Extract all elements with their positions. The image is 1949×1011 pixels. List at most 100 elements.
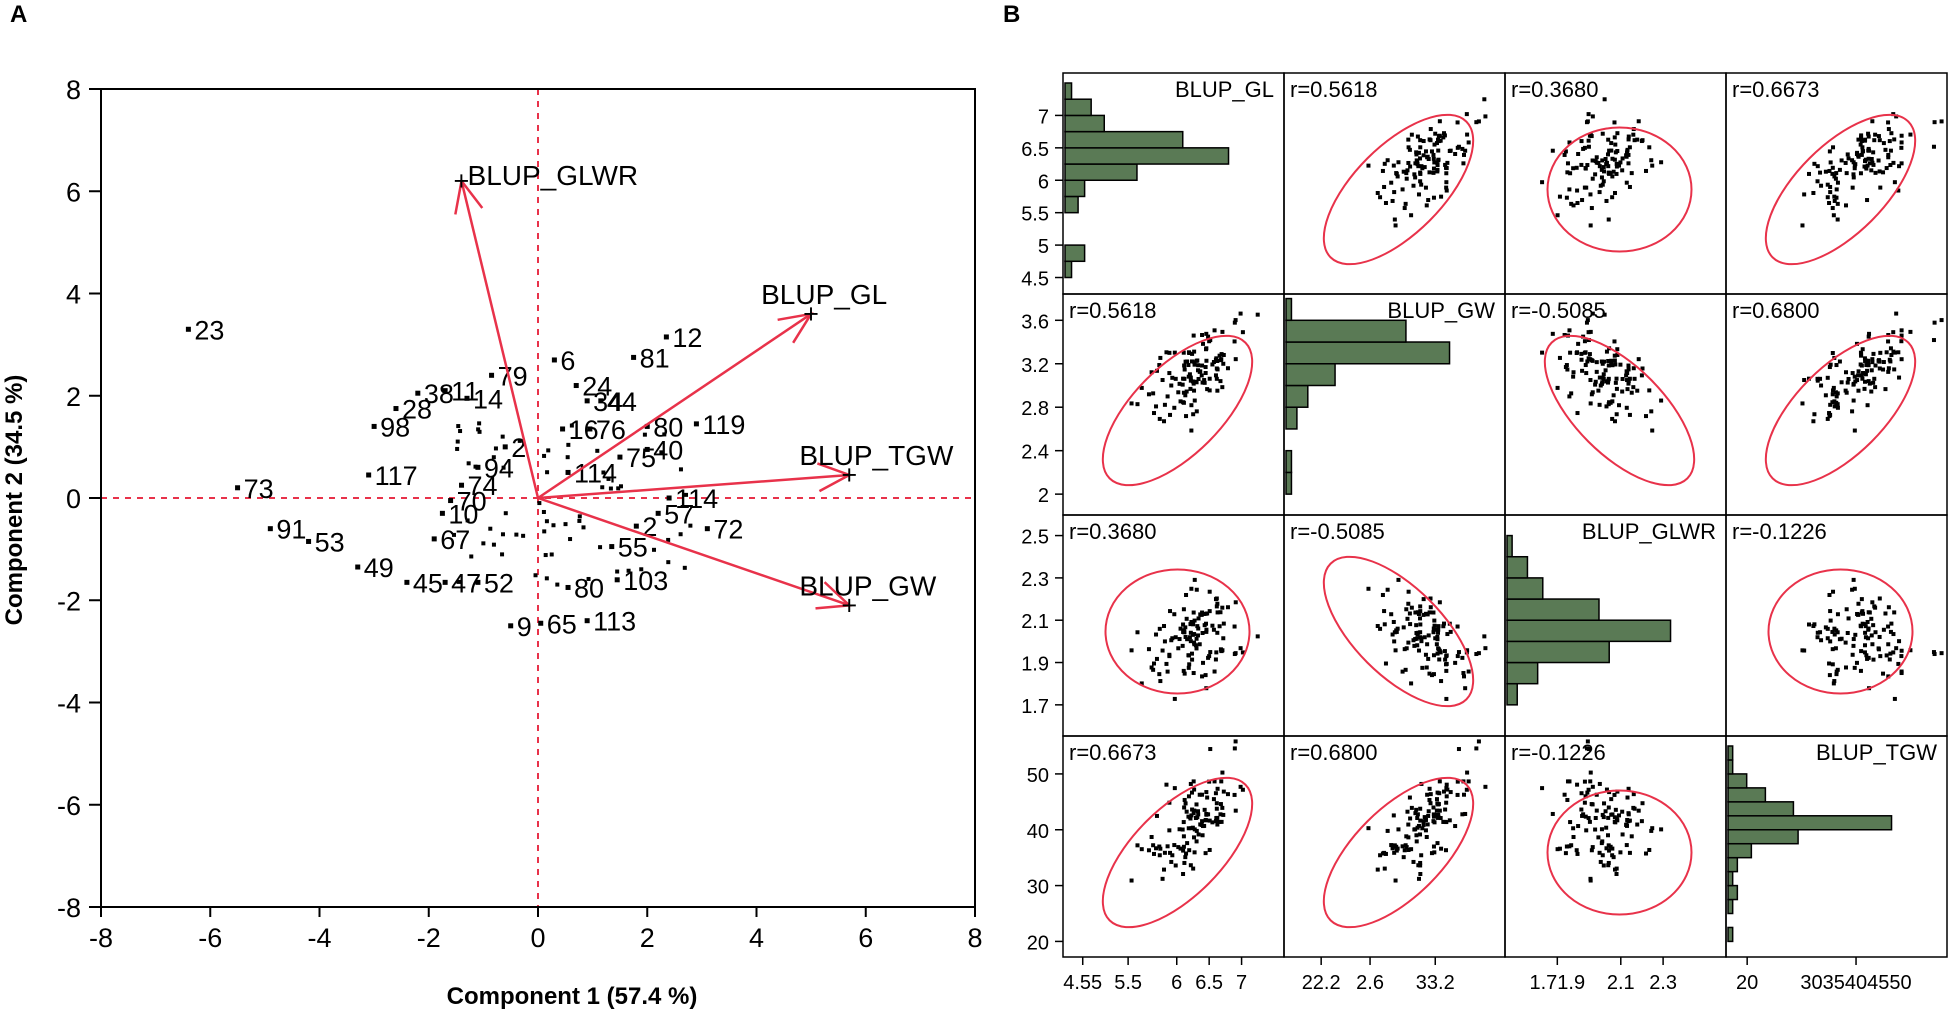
matrix-scatter-point [1436,137,1441,142]
matrix-scatter-point [1218,812,1223,817]
matrix-scatter-point [1167,800,1172,805]
matrix-scatter-point [1385,158,1390,163]
matrix-scatter-point [1220,605,1225,610]
matrix-scatter-point [1613,820,1618,825]
matrix-scatter-point [1613,380,1618,385]
matrix-scatter-point [1863,372,1868,377]
biplot-point-label: 34 [593,387,623,417]
matrix-scatter-point [1441,135,1446,140]
matrix-scatter-point [1540,180,1545,185]
biplot-cloud-point [577,518,582,523]
matrix-scatter-point [1181,607,1186,612]
matrix-scatter-point [1404,646,1409,651]
correlation-label: r=-0.1226 [1732,519,1827,544]
matrix-scatter-point [1192,618,1197,623]
matrix-scatter-point [1169,638,1174,643]
biplot-cloud-point [455,439,460,444]
matrix-scatter-point [1866,358,1871,363]
matrix-scatter-point [1871,623,1876,628]
biplot-cloud-point [688,523,693,528]
matrix-scatter-point [1604,825,1609,830]
matrix-scatter-point [1418,604,1423,609]
matrix-scatter-point [1176,646,1181,651]
matrix-scatter-point [1593,379,1598,384]
matrix-scatter-point [1413,161,1418,166]
matrix-scatter-point [1429,149,1434,154]
matrix-scatter-point [1225,605,1230,610]
loading-arrow-blup_gw [537,496,850,607]
matrix-scatter-point [1380,851,1385,856]
matrix-cell-r2-c1: r=0.5618 [1062,293,1285,516]
matrix-scatter-point [1833,390,1838,395]
histogram-bar [1727,773,1748,789]
matrix-scatter-point [1375,867,1380,872]
matrix-scatter-point [1597,190,1602,195]
matrix-scatter-point [1565,797,1570,802]
matrix-scatter-point [1378,626,1383,631]
matrix-scatter-point [1601,372,1606,377]
biplot-cloud-point [476,427,481,432]
biplot-point [393,406,399,412]
matrix-scatter-point [1830,392,1835,397]
matrix-scatter-point [1877,634,1882,639]
matrix-scatter-point [1192,850,1197,855]
matrix-scatter-point [1620,168,1625,173]
matrix-scatter-point [1183,801,1188,806]
matrix-scatter-point [1629,390,1634,395]
biplot-point-label: 65 [547,609,577,639]
matrix-scatter-point [1464,112,1469,117]
matrix-scatter-point [1173,376,1178,381]
biplot-cloud-point [491,455,496,460]
histogram-title: BLUP_GW [1387,298,1495,323]
matrix-scatter-point [1618,160,1623,165]
matrix-scatter-point [1812,412,1817,417]
matrix-scatter-point [1865,403,1870,408]
matrix-scatter-point [1583,363,1588,368]
matrix-scatter-point [1409,132,1414,137]
matrix-scatter-point [1557,194,1562,199]
matrix-scatter-point [1188,816,1193,821]
biplot-point-label: 28 [402,395,432,425]
histogram-bar [1506,577,1544,600]
matrix-scatter-point [1846,376,1851,381]
matrix-scatter-point [1626,812,1631,817]
matrix-scatter-point [1833,176,1838,181]
matrix-scatter-point [1582,800,1587,805]
matrix-scatter-point [1843,640,1848,645]
matrix-scatter-point [1899,161,1904,166]
matrix-scatter-point [1586,112,1591,117]
biplot-point [655,510,661,516]
matrix-scatter-point [1207,388,1212,393]
matrix-scatter-point [1878,350,1883,355]
matrix-scatter-point [1567,844,1572,849]
matrix-scatter-point [1811,190,1816,195]
matrix-scatter-point [1615,347,1620,352]
biplot-point [489,372,495,378]
matrix-scatter-point [1474,746,1479,751]
matrix-scatter-point [1191,779,1196,784]
matrix-scatter-point [1152,661,1157,666]
matrix-scatter-point [1811,419,1816,424]
matrix-scatter-point [1164,661,1169,666]
matrix-scatter-point [1863,159,1868,164]
matrix-scatter-point [1827,168,1832,173]
matrix-scatter-point [1408,816,1413,821]
matrix-scatter-point [1215,610,1220,615]
biplot-point [431,536,437,542]
biplot-plot-frame [100,88,976,908]
matrix-scatter-point [1204,331,1209,336]
matrix-scatter-point [1550,331,1555,336]
matrix-scatter-point [1154,404,1159,409]
matrix-scatter-point [1429,673,1434,678]
loading-label-blup_gw: + [841,590,857,620]
confidence-ellipse [1101,776,1254,929]
matrix-scatter-point [1647,847,1652,852]
biplot-point [459,482,465,488]
matrix-scatter-point [1210,623,1215,628]
matrix-scatter-point [1624,373,1629,378]
biplot-cloud-point [542,529,547,534]
matrix-scatter-point [1589,206,1594,211]
matrix-scatter-point [1575,411,1580,416]
matrix-scatter-point [1891,349,1896,354]
